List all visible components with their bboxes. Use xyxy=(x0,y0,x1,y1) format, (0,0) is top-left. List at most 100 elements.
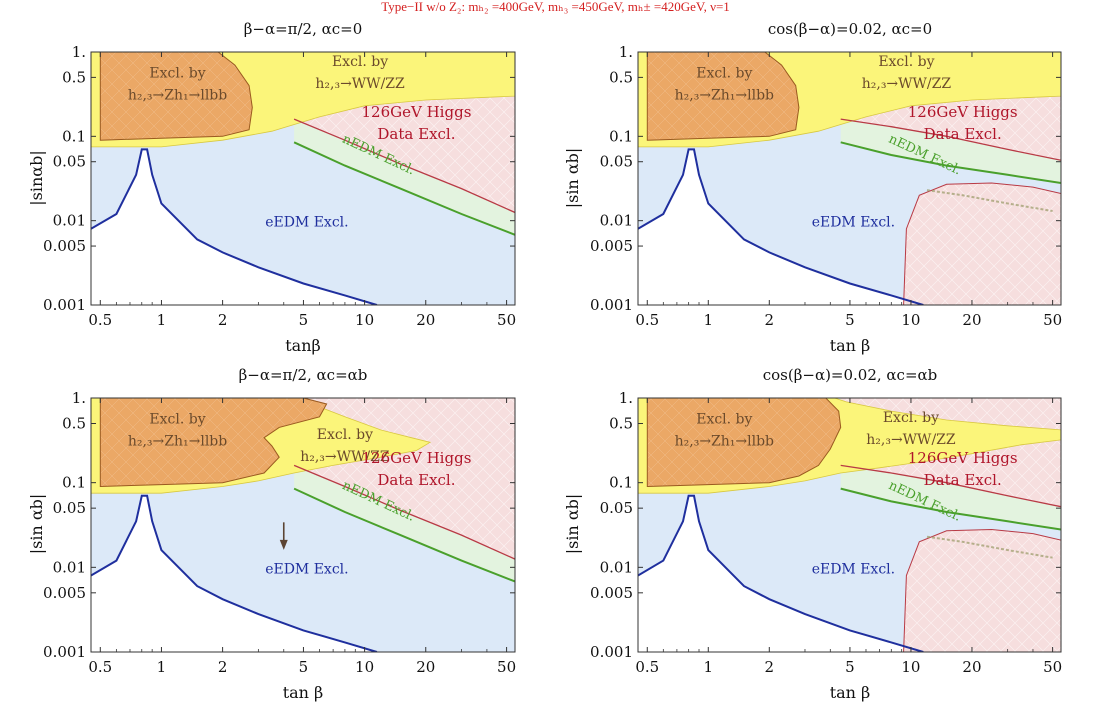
y-axis-label: |sin αb| xyxy=(563,148,582,209)
figure-title: Type−II w/o Z₂: mₕ₂ =400GeV, mₕ₃ =450GeV… xyxy=(381,0,730,14)
zh-llbb-region xyxy=(99,398,328,488)
zh-llbb-label-line-2: h₂,₃→Zh₁→llbb xyxy=(675,433,774,449)
wwzz-label-line-2: h₂,₃→WW/ZZ xyxy=(315,76,405,92)
plot-area xyxy=(91,52,515,305)
y-tick-label: 1. xyxy=(619,43,633,61)
y-tick-label: 0.005 xyxy=(590,584,633,602)
higgs-data-label-line-1: 126GeV Higgs xyxy=(908,449,1018,467)
zh-llbb-label-line-1: Excl. by xyxy=(696,65,752,81)
y-tick-label: 1. xyxy=(619,389,633,407)
plot-area xyxy=(638,398,1061,652)
x-tick-label: 1 xyxy=(704,658,714,676)
zh-llbb-region xyxy=(99,52,253,141)
x-tick-label: 20 xyxy=(416,311,435,329)
y-tick-label: 0.001 xyxy=(43,296,86,314)
y-tick-label: 0.05 xyxy=(53,153,86,171)
y-axis-label: |sin αb| xyxy=(27,494,46,555)
zh-llbb-label-line-1: Excl. by xyxy=(149,65,205,81)
zh-llbb-region xyxy=(646,398,842,488)
wwzz-label-line-1: Excl. by xyxy=(883,410,939,426)
x-tick-label: 50 xyxy=(497,311,516,329)
zh-llbb-label-line-2: h₂,₃→Zh₁→llbb xyxy=(675,87,774,103)
x-tick-label: 0.5 xyxy=(88,311,112,329)
nedm-boundary-line xyxy=(293,487,515,583)
x-tick-label: 2 xyxy=(765,311,775,329)
higgs-boundary-line xyxy=(293,464,515,560)
x-tick-label: 50 xyxy=(1043,311,1062,329)
higgs-boundary-line xyxy=(840,464,1061,508)
eedm-boundary-line xyxy=(91,148,378,305)
x-axis-label: tan β xyxy=(283,683,324,702)
x-axis-label: tan β xyxy=(830,683,871,702)
higgs-boundary-line xyxy=(840,118,1061,161)
zh-llbb-label-line-2: h₂,₃→Zh₁→llbb xyxy=(128,87,227,103)
y-tick-label: 0.01 xyxy=(600,558,633,576)
higgs-data-label-line-1: 126GeV Higgs xyxy=(362,103,472,121)
x-tick-label: 2 xyxy=(218,311,228,329)
y-tick-label: 0.001 xyxy=(590,296,633,314)
y-axis-label: |sinαb| xyxy=(27,150,46,205)
y-tick-label: 0.1 xyxy=(609,127,633,145)
x-tick-label: 2 xyxy=(765,658,775,676)
wwzz-label-line-2: h₂,₃→WW/ZZ xyxy=(862,76,952,92)
x-tick-label: 5 xyxy=(299,658,309,676)
x-axis-label: tanβ xyxy=(285,336,321,355)
y-tick-label: 0.01 xyxy=(53,558,86,576)
y-axis-label: |sin αb| xyxy=(563,494,582,555)
higgs-data-label-line-2: Data Excl. xyxy=(924,471,1002,489)
higgs-boundary-line xyxy=(293,118,515,214)
zh-llbb-region xyxy=(646,52,800,141)
y-tick-label: 0.05 xyxy=(600,153,633,171)
y-tick-label: 0.1 xyxy=(609,474,633,492)
y-tick-label: 0.1 xyxy=(62,127,86,145)
x-tick-label: 5 xyxy=(845,311,855,329)
y-tick-label: 0.01 xyxy=(600,212,633,230)
x-tick-label: 50 xyxy=(1043,658,1062,676)
x-tick-label: 5 xyxy=(845,658,855,676)
y-tick-label: 0.005 xyxy=(43,584,86,602)
x-tick-label: 5 xyxy=(299,311,309,329)
higgs-data-label-line-2: Data Excl. xyxy=(924,125,1002,143)
higgs-data-island xyxy=(903,182,1061,305)
x-tick-label: 10 xyxy=(901,311,920,329)
y-tick-label: 0.5 xyxy=(609,68,633,86)
eedm-label: eEDM Excl. xyxy=(812,561,895,577)
panel-title: cos(β−α)=0.02, αc=αb xyxy=(763,366,938,384)
panel-title: cos(β−α)=0.02, αc=0 xyxy=(768,20,932,38)
panel-1: Excl. by h₂,₃→Zh₁→llbb Excl. by h₂,₃→WW/ZZ 1… xyxy=(27,20,516,355)
higgs-data-label-line-1: 126GeV Higgs xyxy=(362,449,472,467)
x-tick-label: 50 xyxy=(497,658,516,676)
y-tick-label: 0.005 xyxy=(43,237,86,255)
y-tick-label: 0.5 xyxy=(62,68,86,86)
higgs-data-island xyxy=(903,528,1061,652)
y-tick-label: 0.1 xyxy=(62,474,86,492)
nedm-boundary-line xyxy=(293,141,515,236)
x-tick-label: 2 xyxy=(218,658,228,676)
y-tick-label: 0.5 xyxy=(62,414,86,432)
x-tick-label: 10 xyxy=(355,658,374,676)
eedm-boundary-line xyxy=(638,494,924,652)
x-axis-label: tan β xyxy=(830,336,871,355)
nedm-boundary-line xyxy=(840,141,1061,184)
x-tick-label: 1 xyxy=(704,311,714,329)
annotation-arrow-head xyxy=(279,539,288,550)
zh-llbb-label-line-2: h₂,₃→Zh₁→llbb xyxy=(128,433,227,449)
wwzz-label-line-1: Excl. by xyxy=(317,427,373,443)
panel-title: β−α=π/2, αc=αb xyxy=(239,366,368,384)
higgs-data-label-line-2: Data Excl. xyxy=(377,125,455,143)
y-tick-label: 0.001 xyxy=(590,643,633,661)
wwzz-label-line-2: h₂,₃→WW/ZZ xyxy=(300,449,390,465)
x-tick-label: 0.5 xyxy=(88,658,112,676)
x-tick-label: 0.5 xyxy=(635,658,659,676)
plot-area xyxy=(91,398,515,652)
y-tick-label: 0.05 xyxy=(53,499,86,517)
wwzz-label-line-1: Excl. by xyxy=(878,54,934,70)
eedm-boundary-line xyxy=(91,494,378,652)
x-tick-label: 20 xyxy=(962,658,981,676)
eedm-label: eEDM Excl. xyxy=(265,215,348,231)
y-tick-label: 0.5 xyxy=(609,414,633,432)
zh-llbb-label-line-1: Excl. by xyxy=(696,411,752,427)
